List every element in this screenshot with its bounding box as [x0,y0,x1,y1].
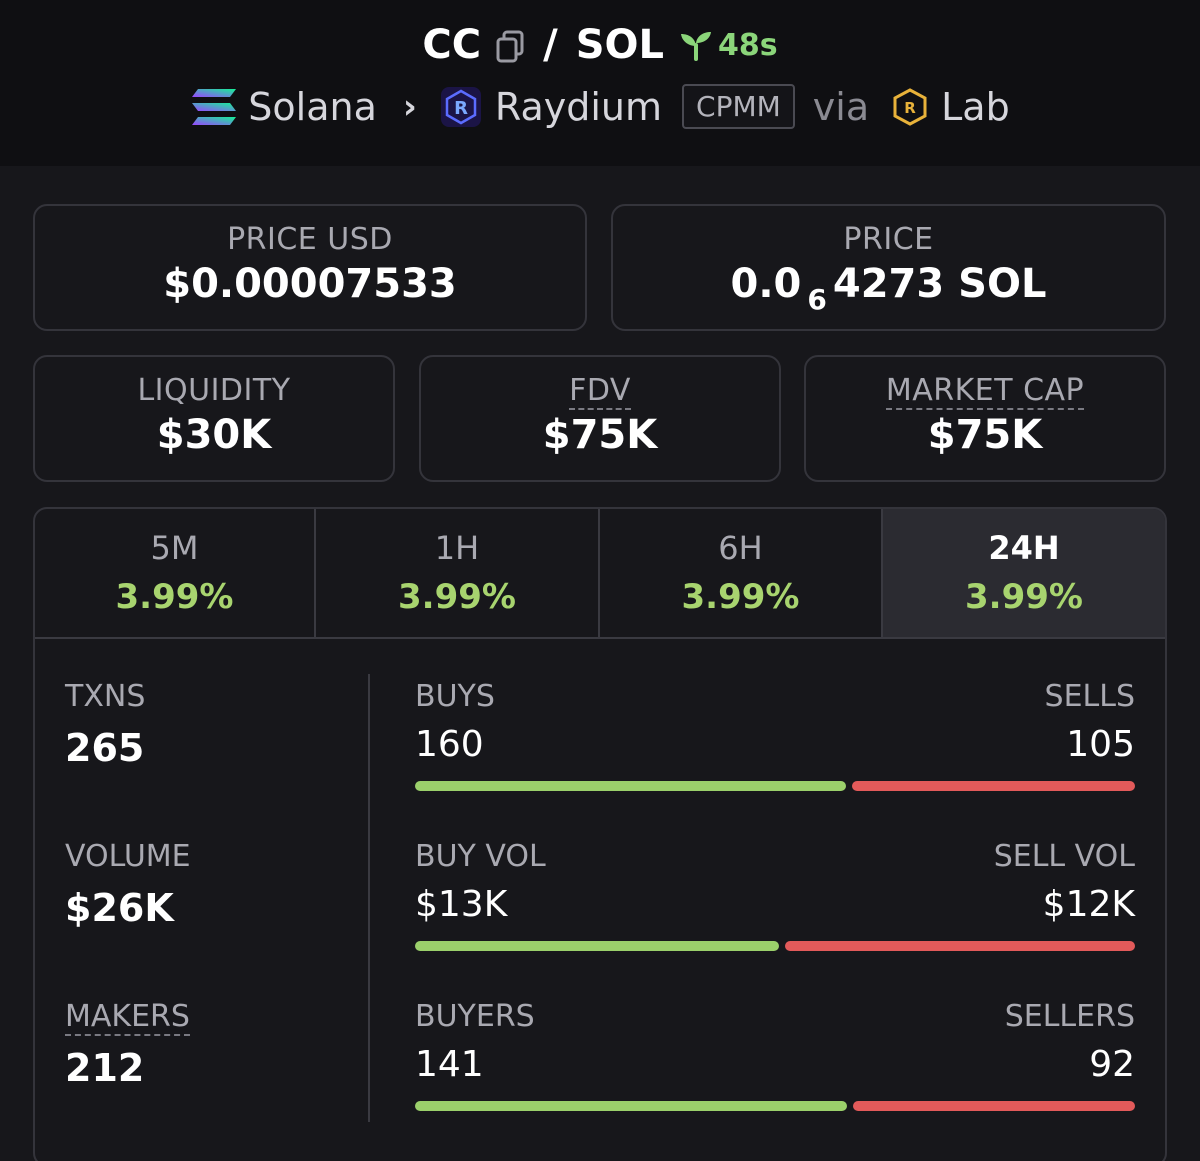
buyers-bar [415,1101,847,1111]
volume-label: VOLUME [65,839,191,874]
liquidity-card: LIQUIDITY $30K [33,355,395,482]
txns-label: TXNS [65,679,146,714]
sellers-value: 92 [1089,1044,1135,1085]
chevron-right-icon: › [402,86,417,127]
volume-value: $26K [65,886,174,930]
price-native-label: PRICE [843,222,934,257]
pair-title: CC / SOL 48s [0,22,1200,68]
timeframe-tabs: 5M 3.99% 1H 3.99% 6H 3.99% 24H 3.99% [35,509,1165,639]
sellers-bar [853,1101,1135,1111]
buys-sells-row: BUYS SELLS 160 105 [415,679,1135,791]
price-native-digits: 4273 [832,261,945,307]
tab-6h-label: 6H [718,529,763,567]
tab-24h-change: 3.99% [965,577,1083,617]
sellers-label: SELLERS [1004,999,1135,1034]
tab-1h-change: 3.99% [398,577,516,617]
price-native-value: 0.0 6 4273 SOL [613,261,1164,316]
timeframe-panel: 5M 3.99% 1H 3.99% 6H 3.99% 24H 3.99% TXN… [33,507,1167,1161]
buy-sell-volume-row: BUY VOL SELL VOL $13K $12K [415,839,1135,951]
buyers-label: BUYERS [415,999,535,1034]
chain-link[interactable]: Solana [248,84,377,129]
launchpad-link[interactable]: Lab [941,84,1010,129]
fdv-card: FDV $75K [419,355,781,482]
pair-separator: / [543,22,558,68]
buys-bar [415,781,846,791]
tab-6h[interactable]: 6H 3.99% [600,509,883,637]
market-cap-card: MARKET CAP $75K [804,355,1166,482]
sell-vol-value: $12K [1042,884,1135,925]
price-usd-card: PRICE USD $0.00007533 [33,204,587,331]
svg-text:R: R [904,99,916,117]
buyers-sellers-row: BUYERS SELLERS 141 92 [415,999,1135,1111]
buy-sell-volume-bar [415,941,1135,951]
tab-5m-label: 5M [150,529,199,567]
market-cap-label[interactable]: MARKET CAP [885,373,1085,410]
sells-bar [852,781,1135,791]
buyers-value: 141 [415,1044,484,1085]
via-label: via [812,84,870,129]
makers-value: 212 [65,1046,145,1090]
tab-24h[interactable]: 24H 3.99% [883,509,1165,637]
lab-logo-icon: R [893,87,927,126]
liquidity-value: $30K [156,412,272,458]
sells-label: SELLS [1044,679,1135,714]
raydium-logo-icon: R [440,86,481,127]
tab-5m-change: 3.99% [115,577,234,617]
buys-value: 160 [415,724,484,765]
solana-logo-icon [192,88,237,125]
tab-6h-change: 3.99% [681,577,800,617]
tab-24h-label: 24H [988,529,1060,567]
price-usd-label: PRICE USD [227,222,393,257]
fdv-value: $75K [542,412,658,458]
price-native-card: PRICE 0.0 6 4273 SOL [611,204,1166,331]
buyers-sellers-bar [415,1101,1135,1111]
txns-value: 265 [65,726,145,770]
tab-5m[interactable]: 5M 3.99% [35,509,316,637]
makers-label[interactable]: MAKERS [65,999,190,1036]
price-native-prefix: 0.0 [730,261,802,307]
copy-icon[interactable] [495,28,525,63]
price-native-zero-count: 6 [807,283,827,316]
stats-divider [368,674,370,1122]
buys-label: BUYS [415,679,495,714]
pair-breadcrumb: Solana › R Raydium CPMM via R Lab [0,84,1200,129]
dex-link[interactable]: Raydium [494,84,663,129]
buy-vol-label: BUY VOL [415,839,546,874]
liquidity-label: LIQUIDITY [137,373,291,408]
volume-stat: VOLUME $26K [65,839,191,930]
pair-age: 48s [678,28,778,63]
buy-vol-value: $13K [415,884,508,925]
pair-header: CC / SOL 48s [0,0,1200,166]
tab-1h[interactable]: 1H 3.99% [316,509,600,637]
price-native-unit: SOL [958,261,1047,307]
svg-text:R: R [454,98,468,119]
fdv-label[interactable]: FDV [569,373,631,410]
buys-sells-bar [415,781,1135,791]
price-usd-value: $0.00007533 [163,261,457,307]
quote-symbol: SOL [575,22,665,68]
tab-1h-label: 1H [434,529,480,567]
pool-type-badge: CPMM [682,84,795,129]
makers-stat: MAKERS 212 [65,999,190,1090]
market-cap-value: $75K [927,412,1043,458]
buy-vol-bar [415,941,779,951]
sell-vol-label: SELL VOL [993,839,1135,874]
txns-stat: TXNS 265 [65,679,145,770]
pair-age-text: 48s [718,27,778,63]
sells-value: 105 [1066,724,1135,765]
token-symbol: CC [422,22,482,68]
sell-vol-bar [785,941,1135,951]
sprout-icon [681,32,712,61]
